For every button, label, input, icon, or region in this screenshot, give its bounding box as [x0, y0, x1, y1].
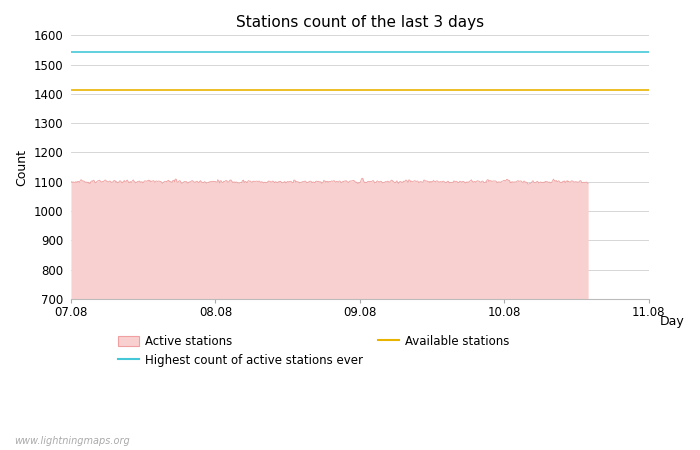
Y-axis label: Count: Count	[15, 148, 28, 185]
Text: www.lightningmaps.org: www.lightningmaps.org	[14, 436, 130, 446]
X-axis label: Day: Day	[659, 315, 685, 328]
Legend: Active stations, Highest count of active stations ever, Available stations: Active stations, Highest count of active…	[118, 335, 509, 367]
Title: Stations count of the last 3 days: Stations count of the last 3 days	[236, 15, 484, 30]
